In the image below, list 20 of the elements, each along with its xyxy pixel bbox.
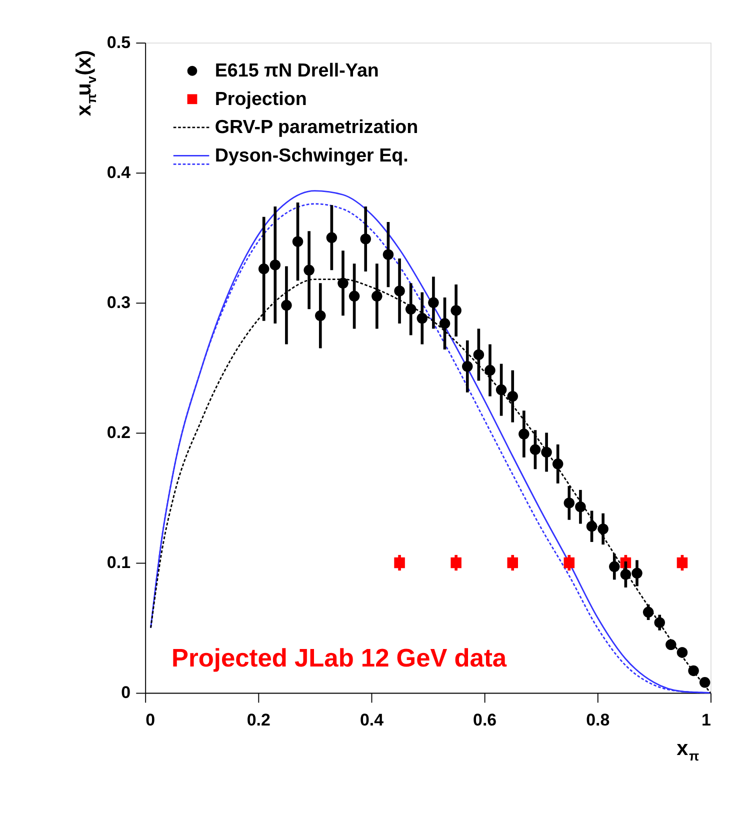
x-tick-label: 1 bbox=[702, 710, 711, 730]
x-tick-label: 0.4 bbox=[360, 710, 384, 730]
y-tick-label: 0.4 bbox=[106, 162, 132, 182]
x-tick-label: 0 bbox=[146, 710, 156, 730]
y-tick-label: 0.3 bbox=[106, 292, 131, 312]
legend-label: GRV-P parametrization bbox=[214, 116, 418, 138]
x-tick-label: 0.2 bbox=[246, 710, 270, 730]
legend-label: Projection bbox=[214, 88, 307, 109]
y-tick-label: 0.5 bbox=[106, 32, 131, 52]
y-axis-title: xπuv(x) bbox=[72, 50, 100, 116]
legend-label: Dyson-Schwinger Eq. bbox=[214, 144, 408, 166]
point bbox=[688, 665, 699, 676]
y-tick-label: 0.1 bbox=[106, 552, 131, 572]
y-tick-label: 0 bbox=[121, 682, 131, 702]
y-tick-label: 0.2 bbox=[106, 422, 131, 442]
annotation: Projected JLab 12 GeV data bbox=[172, 644, 508, 672]
x-tick-label: 0.8 bbox=[586, 710, 610, 730]
point bbox=[699, 677, 710, 688]
x-tick-label: 0.6 bbox=[473, 710, 497, 730]
legend-label: E615 πN Drell-Yan bbox=[214, 60, 379, 81]
